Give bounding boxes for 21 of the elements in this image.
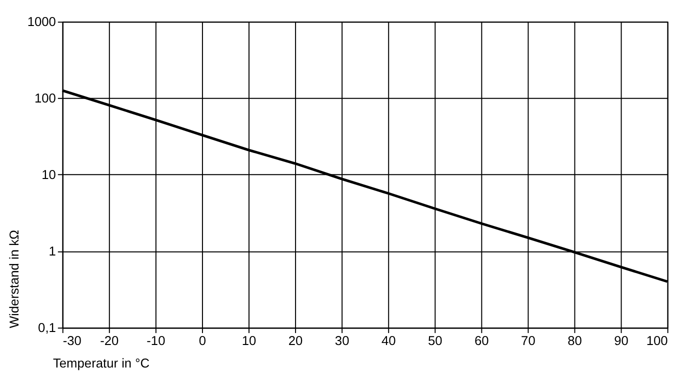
y-tick-label: 100 (34, 90, 56, 106)
x-tick-label: 90 (614, 332, 628, 348)
x-tick-label: 30 (334, 332, 350, 348)
y-tick-label: 1000 (27, 14, 56, 30)
x-tick-label: 60 (474, 332, 489, 348)
x-tick-label: -20 (100, 332, 119, 348)
x-tick-label: 20 (288, 332, 303, 348)
x-tick-label: -30 (62, 332, 82, 348)
y-tick-label: 1 (48, 244, 56, 259)
x-tick-label: 80 (568, 332, 582, 348)
y-tick-label: 10 (42, 167, 56, 182)
x-tick-label: 70 (521, 332, 536, 348)
x-tick-label: 10 (242, 332, 256, 348)
x-tick-label: 40 (381, 332, 396, 348)
x-tick-label: 50 (428, 332, 442, 348)
y-tick-label: 0,1 (38, 320, 56, 336)
y-axis-title: Widerstand in kΩ (6, 229, 22, 328)
x-tick-label: -10 (146, 332, 166, 348)
x-tick-label: 0 (198, 332, 206, 348)
x-tick-label: 100 (646, 332, 668, 348)
x-axis-title: Temperatur in °C (52, 356, 150, 371)
